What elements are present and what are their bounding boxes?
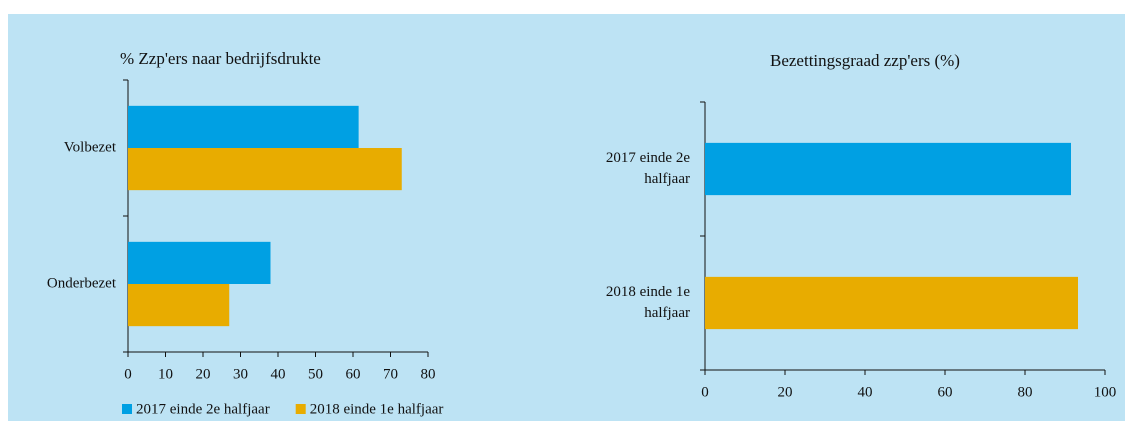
x-tick-label: 60	[938, 384, 953, 400]
x-tick-label: 10	[158, 366, 173, 382]
x-tick-label: 0	[701, 384, 709, 400]
y-tick-label: Volbezet	[63, 139, 116, 156]
x-tick-label: 40	[271, 366, 286, 382]
legend-label: 2017 einde 2e halfjaar	[136, 401, 270, 417]
x-tick-label: 0	[124, 366, 132, 382]
x-tick-label: 60	[346, 366, 361, 382]
x-tick-label: 70	[383, 366, 398, 382]
x-tick-label: 40	[858, 384, 873, 400]
legend-swatch	[295, 404, 306, 414]
bar	[128, 241, 271, 284]
chart-title: % Zzp'ers naar bedrijfsdrukte	[120, 49, 321, 68]
bar	[128, 284, 230, 327]
legend-swatch	[122, 404, 132, 414]
bar	[128, 105, 359, 148]
x-tick-label: 30	[233, 366, 248, 382]
background	[8, 14, 1125, 421]
y-tick-label: 2017 einde 2e halfjaar	[605, 150, 690, 187]
y-tick-label: 2018 einde 1e halfjaar	[605, 284, 690, 321]
x-tick-label: 20	[778, 384, 793, 400]
bar	[705, 276, 1078, 330]
x-tick-label: 80	[1018, 384, 1033, 400]
x-tick-label: 20	[196, 366, 211, 382]
bar	[705, 142, 1071, 196]
x-tick-label: 50	[308, 366, 323, 382]
x-tick-label: 100	[1094, 384, 1117, 400]
y-tick-label: Onderbezet	[46, 275, 116, 292]
x-tick-label: 80	[421, 366, 436, 382]
chart-title: Bezettingsgraad zzp'ers (%)	[770, 51, 960, 70]
legend-label: 2018 einde 1e halfjaar	[310, 401, 444, 417]
bar	[128, 148, 402, 191]
